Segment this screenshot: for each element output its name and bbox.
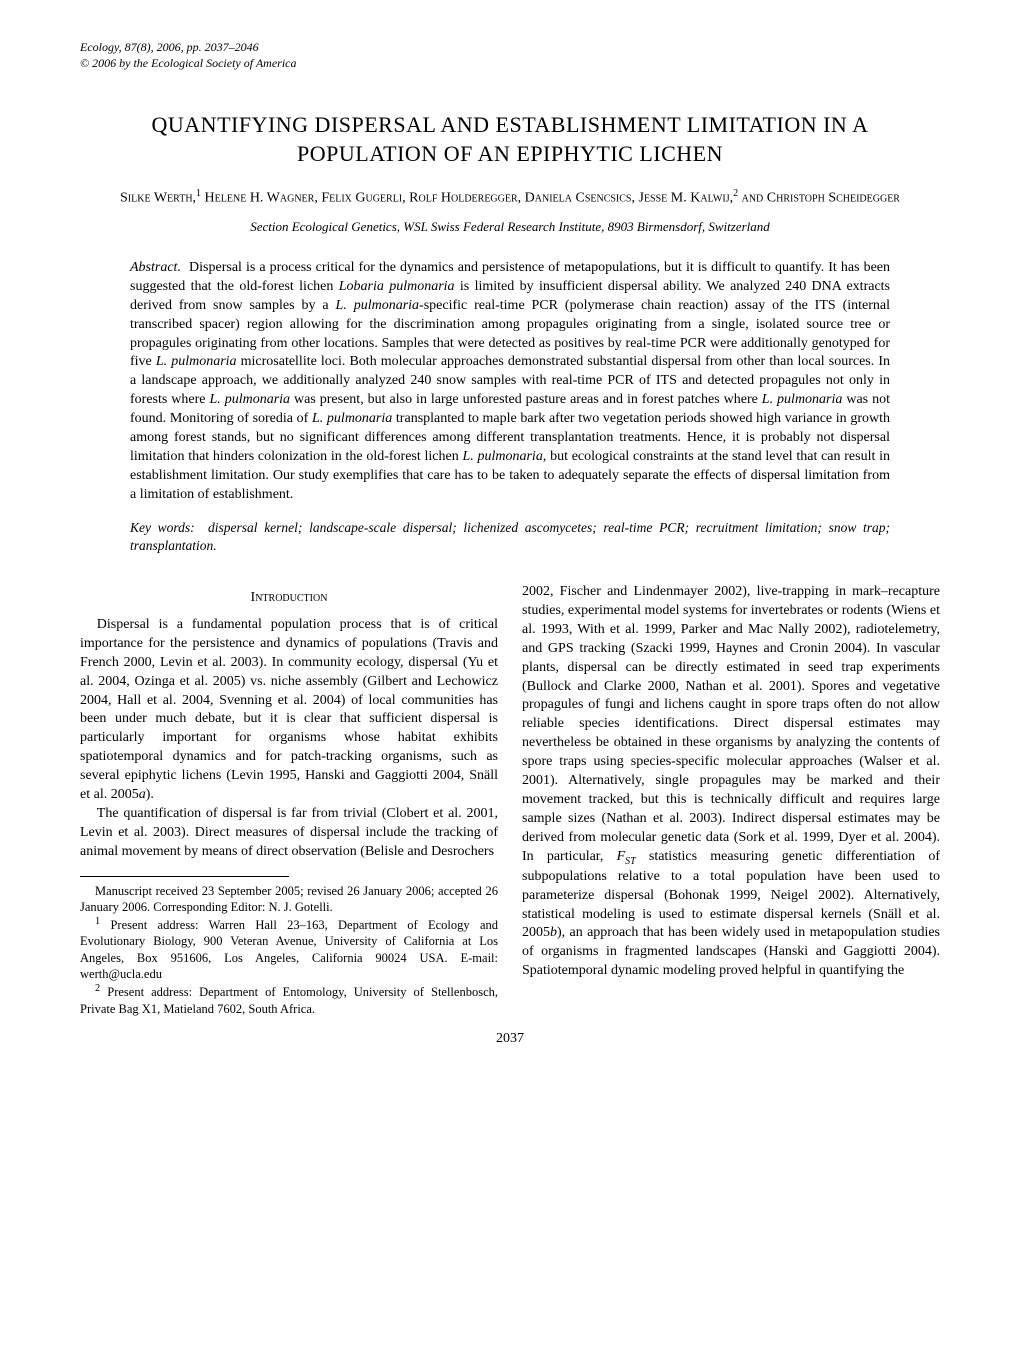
abstract-block: Abstract. Dispersal is a process critica… [130,259,890,505]
section-heading-introduction: Introduction [80,589,498,608]
keywords-block: Key words: dispersal kernel; landscape-s… [130,519,890,555]
authors: Silke Werth,1 Helene H. Wagner, Felix Gu… [80,186,940,209]
footnote-1: 1 Present address: Warren Hall 23–163, D… [80,915,498,982]
footnotes-block: Manuscript received 23 September 2005; r… [80,883,498,1017]
intro-paragraph-3: 2002, Fischer and Lindenmayer 2002), liv… [522,583,940,981]
affiliation: Section Ecological Genetics, WSL Swiss F… [80,219,940,235]
intro-paragraph-1: Dispersal is a fundamental population pr… [80,616,498,805]
footnote-rule [80,876,289,877]
page-container: Ecology, 87(8), 2006, pp. 2037–2046 © 20… [0,0,1020,1087]
abstract-label: Abstract. [130,260,181,275]
keywords-label: Key words: [130,520,195,535]
footnote-manuscript: Manuscript received 23 September 2005; r… [80,883,498,916]
journal-info: Ecology, 87(8), 2006, pp. 2037–2046 © 20… [80,40,940,71]
abstract-text: Dispersal is a process critical for the … [130,260,890,502]
journal-line1: Ecology, 87(8), 2006, pp. 2037–2046 [80,40,259,54]
article-title: QUANTIFYING DISPERSAL AND ESTABLISHMENT … [80,111,940,168]
keywords-text: dispersal kernel; landscape-scale disper… [130,520,890,553]
intro-paragraph-2: The quantification of dispersal is far f… [80,805,498,862]
footnote-2: 2 Present address: Department of Entomol… [80,982,498,1017]
journal-line2: © 2006 by the Ecological Society of Amer… [80,56,297,70]
page-number: 2037 [80,1031,940,1047]
body-columns: Introduction Dispersal is a fundamental … [80,583,940,1017]
